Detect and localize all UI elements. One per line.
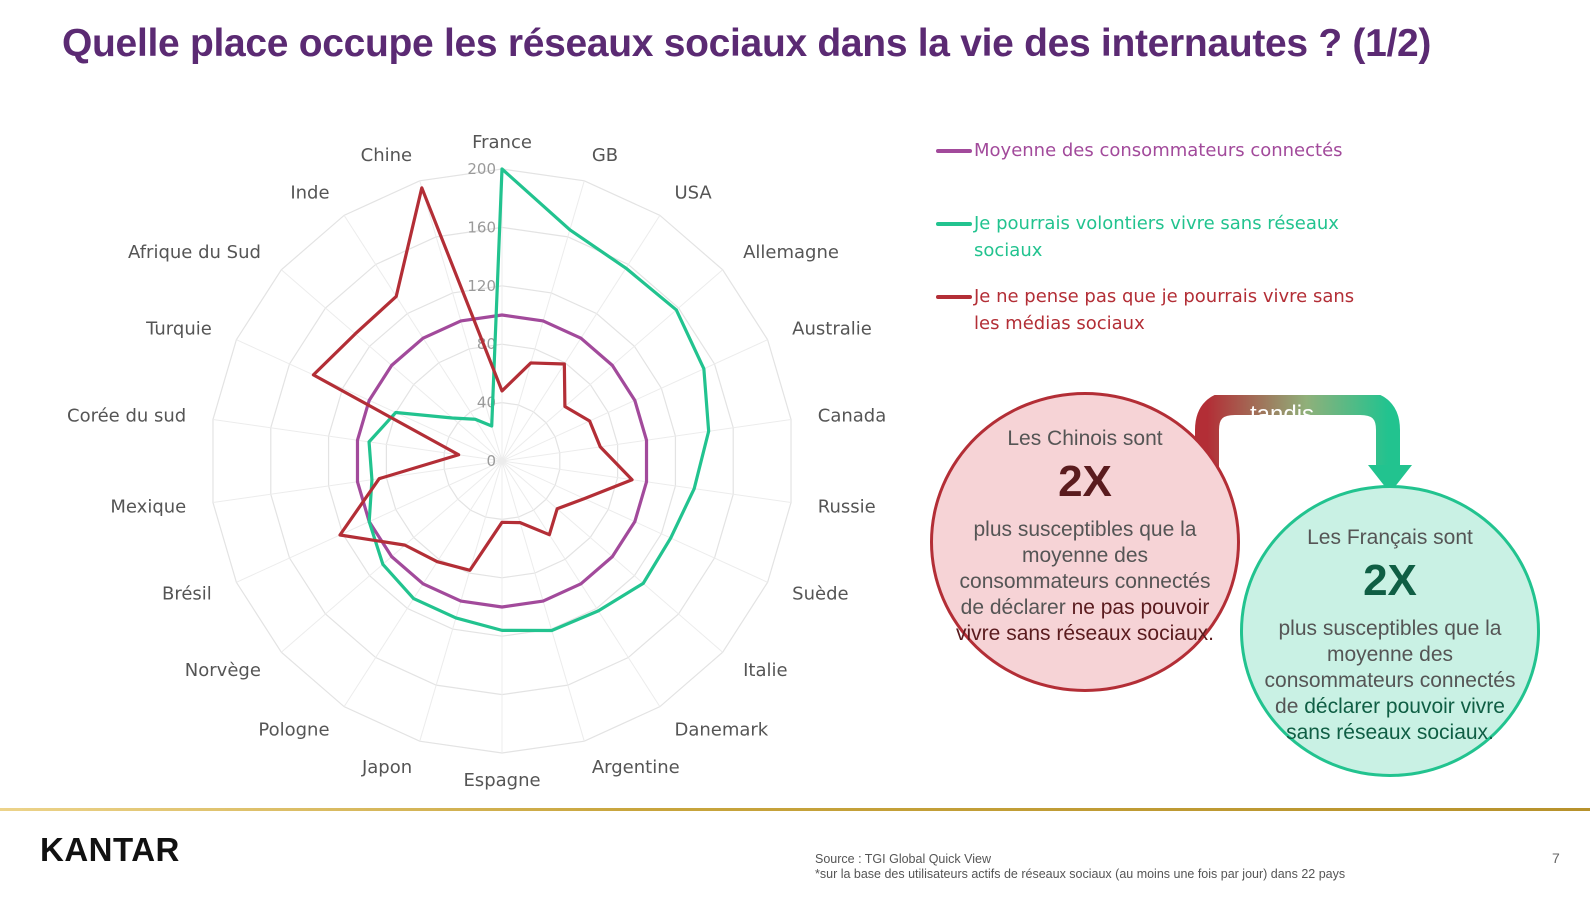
callout-chinois-body: plus susceptibles que la moyenne des con… (950, 517, 1220, 647)
category-label-14: Norvège (185, 660, 261, 681)
category-label-18: Turquie (145, 318, 212, 339)
callout-chinois-lead: Les Chinois sont (1007, 427, 1163, 450)
tick-label-0: 0 (486, 452, 496, 470)
category-label-9: Danemark (674, 719, 768, 740)
category-label-5: Canada (818, 406, 887, 427)
callout-francais-multiplier: 2X (1363, 556, 1417, 605)
category-label-3: Allemagne (743, 242, 839, 263)
series-line-0 (355, 313, 649, 609)
footer-divider (0, 808, 1590, 811)
legend-label-could-live-without: Je pourrais volontiers vivre sans réseau… (974, 213, 1339, 261)
callout-francais: Les Français sont 2X plus susceptibles q… (1240, 485, 1540, 777)
tick-label-5: 200 (467, 160, 496, 178)
legend-swatch-average (936, 149, 972, 153)
category-label-0: France (472, 132, 532, 153)
category-label-20: Inde (290, 183, 329, 204)
legend-swatch-could-not-live-without (936, 295, 972, 299)
legend-label-average: Moyenne des consommateurs connectés (974, 140, 1343, 161)
category-label-15: Brésil (162, 584, 212, 605)
callout-francais-lead: Les Français sont (1307, 526, 1473, 549)
category-label-6: Russie (818, 496, 876, 517)
legend-label-could-not-live-without: Je ne pense pas que je pourrais vivre sa… (974, 286, 1355, 334)
page-number: 7 (1552, 850, 1560, 866)
legend-item-average: Moyenne des consommateurs connectés (936, 137, 1364, 164)
source-note: Source : TGI Global Quick View *sur la b… (815, 852, 1345, 882)
category-label-8: Italie (743, 660, 787, 681)
category-label-7: Suède (792, 584, 848, 605)
category-label-11: Espagne (463, 770, 540, 791)
radar-series (311, 167, 711, 633)
category-label-4: Australie (792, 318, 872, 339)
category-label-13: Pologne (258, 719, 329, 740)
radar-grid (212, 168, 792, 754)
tick-label-4: 160 (467, 218, 496, 236)
legend-swatch-could-live-without (936, 222, 972, 226)
kantar-logo: KANTAR (40, 831, 180, 868)
callout-chinois-multiplier: 2X (1058, 457, 1112, 506)
category-label-1: GB (592, 145, 618, 166)
category-label-19: Afrique du Sud (128, 242, 261, 263)
connector-label: tandis (1250, 401, 1315, 428)
legend-item-could-live-without: Je pourrais volontiers vivre sans réseau… (936, 210, 1364, 264)
category-label-16: Mexique (110, 496, 186, 517)
category-label-12: Japon (361, 757, 412, 778)
callout-francais-body-text: plus susceptibles que la moyenne des con… (1264, 617, 1516, 718)
series-line-1 (367, 167, 711, 633)
page-title: Quelle place occupe les réseaux sociaux … (62, 22, 1432, 65)
category-label-2: USA (674, 183, 712, 204)
legend-item-could-not-live-without: Je ne pense pas que je pourrais vivre sa… (936, 283, 1364, 337)
callout-chinois-body-text: plus susceptibles que la moyenne des con… (959, 518, 1211, 619)
callout-francais-body-emphasis: déclarer pouvoir vivre sans réseaux soci… (1286, 695, 1505, 744)
callout-chinois: Les Chinois sont 2X plus susceptibles qu… (930, 392, 1240, 692)
category-label-10: Argentine (592, 757, 680, 778)
source-line-2: *sur la base des utilisateurs actifs de … (815, 867, 1346, 881)
category-label-17: Corée du sud (67, 406, 186, 427)
connector-arrow (1195, 395, 1412, 493)
callout-chinois-body-emphasis: ne pas pouvoir vivre sans réseaux sociau… (956, 596, 1214, 645)
source-line-1: Source : TGI Global Quick View (815, 852, 992, 866)
callout-francais-body: plus susceptibles que la moyenne des con… (1255, 616, 1525, 746)
tick-label-3: 120 (467, 277, 496, 295)
category-label-21: Chine (361, 145, 412, 166)
series-line-2 (311, 186, 634, 572)
radar-category-labels: France GB USA Allemagne Australie Canada Russi… (67, 132, 886, 791)
